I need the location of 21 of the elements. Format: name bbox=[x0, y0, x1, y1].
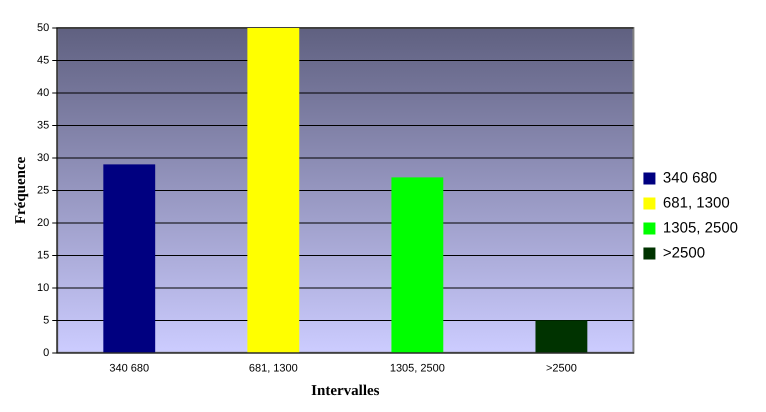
y-tick-label: 50 bbox=[36, 22, 50, 34]
legend-label: >2500 bbox=[662, 244, 706, 262]
legend-label: 681, 1300 bbox=[662, 194, 730, 212]
x-tick-label: 681, 1300 bbox=[248, 362, 298, 374]
y-tick-label: 20 bbox=[36, 216, 50, 229]
x-tick-label: >2500 bbox=[546, 362, 577, 374]
y-tick-label: 35 bbox=[36, 119, 50, 132]
x-tick-label: 340 680 bbox=[109, 362, 150, 374]
y-tick-label: 30 bbox=[36, 152, 50, 164]
legend-label: 340 680 bbox=[662, 170, 718, 187]
y-axis-title: Fréquence bbox=[12, 156, 29, 224]
y-tick-label: 10 bbox=[36, 282, 50, 294]
y-tick-label: 0 bbox=[43, 346, 50, 359]
y-tick-label: 15 bbox=[36, 249, 50, 262]
y-tick-label: 25 bbox=[36, 184, 50, 196]
x-tick-label: 1305, 2500 bbox=[390, 362, 445, 374]
y-tick-label: 45 bbox=[36, 54, 50, 67]
y-tick-label: 40 bbox=[36, 86, 50, 99]
y-tick-label: 5 bbox=[43, 314, 50, 326]
x-axis-title: Intervalles bbox=[311, 382, 380, 399]
legend-label: 1305, 2500 bbox=[662, 220, 738, 237]
